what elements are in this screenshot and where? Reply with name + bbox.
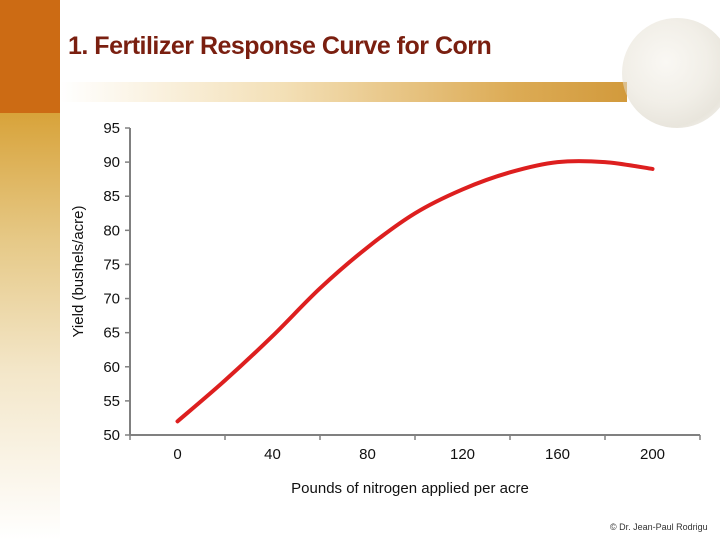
y-tick-label: 70 — [103, 291, 120, 308]
y-axis-title: Yield (bushels/acre) — [70, 205, 87, 337]
globe-watermark-icon — [622, 18, 720, 128]
y-tick-label: 80 — [103, 222, 120, 239]
slide-title: 1. Fertilizer Response Curve for Corn — [68, 32, 492, 60]
x-tick-label: 40 — [264, 446, 281, 463]
accent-gradient-bar — [0, 113, 60, 540]
x-axis-title: Pounds of nitrogen applied per acre — [291, 480, 529, 497]
x-tick-label: 0 — [173, 446, 181, 463]
y-tick-label: 95 — [103, 120, 120, 137]
y-tick-label: 65 — [103, 325, 120, 342]
copyright-text: © Dr. Jean-Paul Rodrigu — [610, 522, 708, 532]
y-tick-label: 85 — [103, 188, 120, 205]
series-line-0 — [175, 159, 655, 424]
x-tick-label: 200 — [640, 446, 665, 463]
y-tick-label: 90 — [103, 154, 120, 171]
title-underline-bar — [60, 82, 627, 102]
x-tick-label: 160 — [545, 446, 570, 463]
y-tick-label: 60 — [103, 359, 120, 376]
x-tick-label: 80 — [359, 446, 376, 463]
y-tick-label: 55 — [103, 393, 120, 410]
y-tick-label: 50 — [103, 427, 120, 444]
y-tick-label: 75 — [103, 256, 120, 273]
x-tick-label: 120 — [450, 446, 475, 463]
accent-bar — [0, 0, 60, 113]
